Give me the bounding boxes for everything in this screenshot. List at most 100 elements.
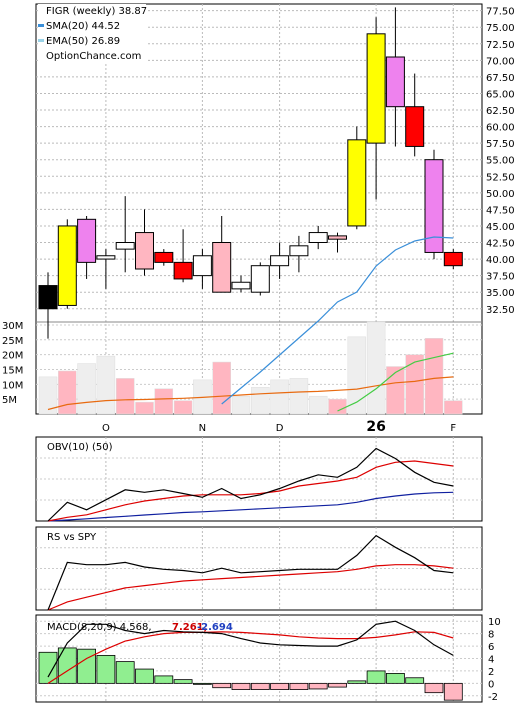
macd-signal-line [47,631,454,684]
volume-bar [173,400,193,415]
volume-bar [405,354,424,415]
candle-body [96,255,116,260]
macd-tick-label: -2 [488,692,498,703]
volume-layer [38,321,463,415]
volume-bar [270,379,289,415]
price-tick-label: 70.00 [486,56,515,67]
macd-histogram-bar [154,675,174,684]
volume-bar [154,388,174,415]
candle-body [250,265,270,293]
macd-tick-label: 4 [488,655,494,666]
macd-tick-label: 8 [488,630,494,641]
candle-body [347,139,367,227]
price-tick-label: 67.50 [486,73,515,84]
volume-tick-label: 5M [2,395,17,406]
volume-bar [115,378,135,415]
x-axis-label: O [102,423,110,434]
rs-red-line [47,564,454,611]
candle-body [328,235,347,240]
price-tick-label: 45.00 [486,222,515,233]
macd-tick-label: 10 [488,617,501,628]
sma-line [221,236,454,405]
x-axis-label: F [450,423,456,434]
price-tick-label: 60.00 [486,123,515,134]
price-tick-label: 55.00 [486,156,515,167]
candle-body [173,261,193,280]
axis-layer: 77.50 75.00 72.50 70.00 67.50 65.00 62.50 60.00… [2,7,515,703]
candle-body [366,33,386,144]
legend-box [38,4,146,62]
price-tick-label: 37.50 [486,272,515,283]
volume-bar [386,366,405,415]
legend-source-text: OptionChance.com [46,51,141,62]
price-tick-label: 57.50 [486,139,515,150]
macd-histogram-bar [347,680,367,684]
macd-histogram-bar [405,677,425,684]
obv-red-line [47,460,454,522]
volume-bar [135,401,154,415]
legend-ticker-text: FIGR (weekly) 38.87 [46,6,147,17]
candle-body [405,106,425,147]
candle-body [192,255,212,277]
macd-histogram-bar [77,648,96,684]
macd-histogram-bar [443,682,463,701]
candle-body [424,159,444,253]
price-tick-label: 72.50 [486,40,515,51]
panel-frame [35,3,483,415]
volume-bar [347,336,367,415]
volume-bar [231,395,251,415]
macd-line [47,620,454,678]
candle-body [212,242,232,293]
rs-title: RS vs SPY [47,532,97,543]
macd-histogram-bar [96,654,116,684]
macd-histogram-bar [366,670,386,684]
macd-histogram-bar [231,682,251,690]
macd-tick-label: 6 [488,642,494,653]
obv-black-line [47,447,454,522]
macd-title: MACD(8,20,9) 4.568, [47,622,152,633]
volume-bar [77,363,96,415]
candle-body [57,225,77,306]
candle-body [443,251,463,267]
volume-bar [289,378,309,415]
price-tick-label: 62.50 [486,106,515,117]
candle-body [270,255,290,267]
macd-tick-label: 0 [488,679,494,690]
price-tick-label: 52.50 [486,172,515,183]
volume-bar [58,370,77,415]
candle-body [38,285,58,310]
x-axis-label: 26 [366,419,385,435]
candle-body [77,218,97,263]
macd-histogram-bar [115,661,135,684]
price-tick-label: 35.00 [486,288,515,299]
volume-bar [212,361,231,415]
volume-bar [328,398,347,415]
macd-histogram-bar [328,682,347,688]
volume-tick-label: 30M [2,321,23,332]
price-layer [38,7,463,405]
macd-histogram-bar [192,682,212,685]
macd-histogram-bar [135,668,154,684]
price-tick-label: 75.00 [486,23,515,34]
candle-body [385,56,405,108]
price-tick-label: 42.50 [486,239,515,250]
legend-sma-text: SMA(20) 44.52 [46,21,120,32]
volume-bar [424,338,444,415]
volume-bar [444,400,463,415]
x-axis-label: N [199,423,206,434]
macd-histogram-bar [424,682,444,694]
macd-histogram-bar [308,682,328,690]
panel-frame [35,526,483,611]
price-tick-label: 47.50 [486,205,515,216]
macd-signal-value: 7.261, [172,622,207,633]
price-tick-label: 32.50 [486,305,515,316]
volume-ma-green-line [337,352,454,412]
ema-legend-swatch [38,39,44,42]
sma-legend-swatch [38,24,44,27]
volume-tick-label: 10M [2,380,23,391]
macd-histogram-bar [250,682,270,690]
candle-body [308,232,328,243]
macd-tick-label: 2 [488,667,494,678]
legend-ema-text: EMA(50) 26.89 [46,36,120,47]
